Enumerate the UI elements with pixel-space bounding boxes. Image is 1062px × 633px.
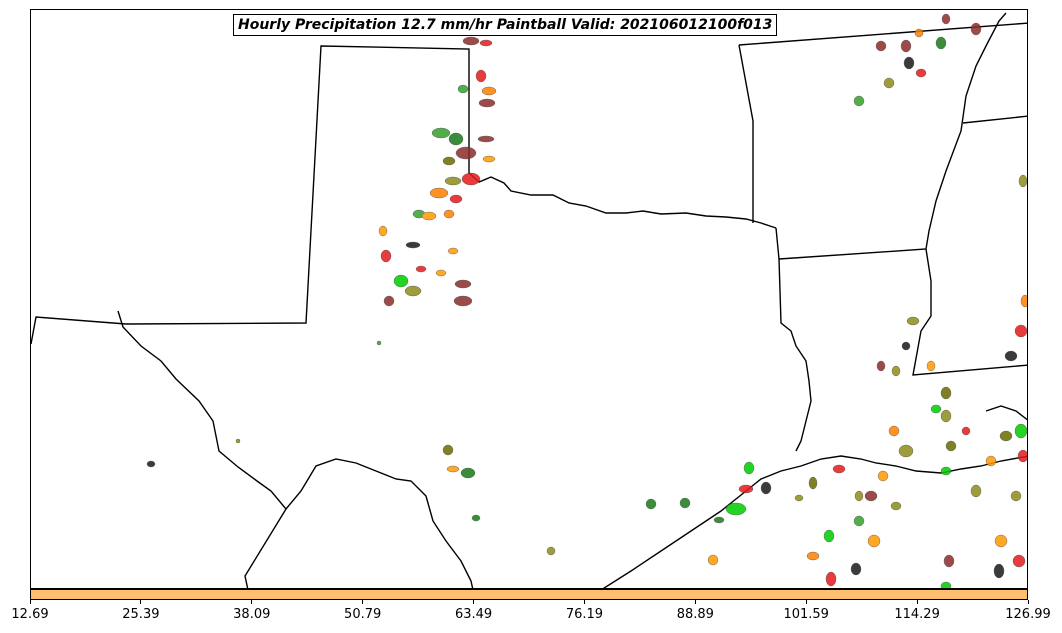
colorbar [30,589,1028,600]
louisiana-delta-coast [985,405,1027,421]
colorbar-tick-label: 50.79 [344,607,382,622]
gulf-coastline [602,455,1027,588]
colorbar-tick-mark [140,600,142,604]
colorbar-tick-label: 12.69 [11,607,49,622]
colorbar-tick-label: 126.99 [1005,607,1051,622]
mexico-border-south [244,508,287,588]
arkansas-louisiana-boundary [778,12,1007,260]
map-panel [30,9,1028,589]
colorbar-tick-mark [29,600,31,604]
state-boundaries [31,12,1027,588]
colorbar-tick-mark [916,600,918,604]
colorbar-tick-label: 63.49 [454,607,493,622]
colorbar-tick-mark [583,600,585,604]
colorbar-tick-label: 101.59 [783,607,829,622]
colorbar-tick-label: 76.19 [565,607,604,622]
mississippi-east-boundary [962,115,1027,124]
colorbar-tick-mark [805,600,807,604]
colorbar-tick-label: 38.09 [233,607,271,622]
colorbar-tick-mark [694,600,696,604]
colorbar-tick-label: 88.89 [676,607,714,622]
texas-west-boundary [117,310,474,588]
colorbar-tick-mark [1027,600,1029,604]
louisiana-mississippi-boundary [912,248,1027,376]
colorbar-tick-mark [473,600,475,604]
paintball-blobs [146,13,1027,588]
colorbar-tick-mark [362,600,364,604]
map-title: Hourly Precipitation 12.7 mm/hr Paintbal… [233,14,778,36]
map-canvas [31,12,1027,588]
colorbar-tick-label: 25.39 [122,607,160,622]
colorbar-tick-label: 114.29 [894,607,940,622]
colorbar-tick-mark [251,600,253,604]
oklahoma-texas-panhandle-boundary [31,45,777,345]
texas-east-boundary [775,227,812,452]
oklahoma-east-boundary [738,44,754,223]
